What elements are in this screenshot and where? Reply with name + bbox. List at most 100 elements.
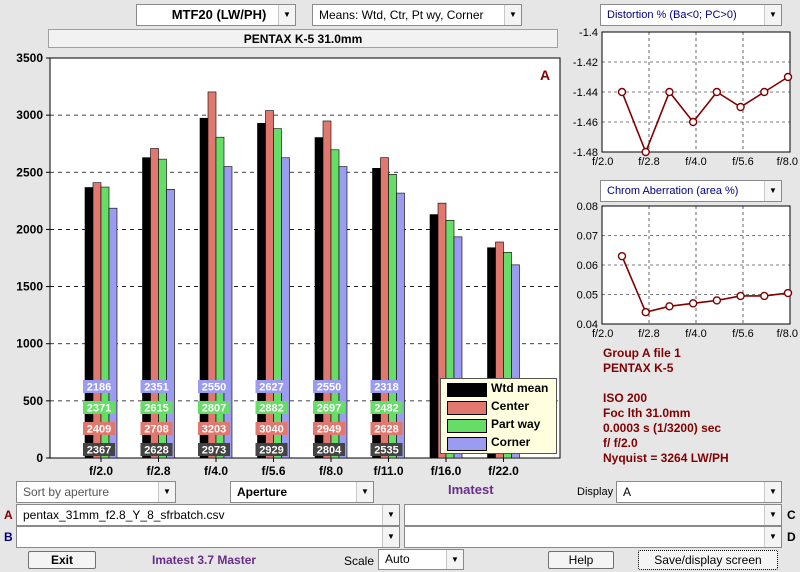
chevron-down-icon: ▼ (764, 181, 781, 201)
distortion-select[interactable]: Distortion % (Ba<0; PC>0) ▼ (600, 4, 782, 26)
help-button[interactable]: Help (548, 551, 614, 569)
data-label: 2482 (374, 403, 398, 415)
data-label: 2807 (202, 403, 226, 415)
data-label: 2627 (259, 382, 283, 394)
y-tick-label: 0.04 (577, 319, 598, 331)
y-tick-label: 500 (23, 394, 43, 408)
legend-label-wtd-mean: Wtd mean (491, 381, 549, 395)
chart-title-text: PENTAX K-5 31.0mm (243, 32, 363, 46)
data-point (688, 299, 698, 308)
info-line-exposure: 0.0003 s (1/3200) sec (603, 421, 722, 435)
y-tick-label: 0.06 (577, 260, 598, 272)
display-select[interactable]: A ▼ (616, 481, 782, 503)
bar (166, 189, 175, 459)
data-point (712, 296, 722, 305)
y-tick-label: -1.48 (573, 147, 598, 159)
series-line (621, 76, 789, 155)
y-tick-label: -1.4 (579, 28, 598, 39)
x-tick-label: f/5.6 (732, 156, 753, 168)
data-label-box (255, 422, 288, 435)
data-label-box (83, 401, 115, 414)
x-tick-label: f/4.0 (685, 156, 706, 168)
data-point (783, 72, 793, 82)
data-label: 2351 (144, 382, 168, 394)
x-tick-label: f/8.0 (777, 328, 798, 340)
chevron-down-icon: ▼ (764, 527, 781, 547)
data-label-box (83, 422, 115, 435)
y-tick-label: 0.08 (577, 201, 598, 213)
bar (388, 174, 397, 459)
chevron-down-icon: ▼ (764, 5, 781, 25)
data-label: 2409 (87, 424, 111, 436)
legend: Wtd mean Center Part way Corner (440, 378, 557, 454)
means-select[interactable]: Means: Wtd, Ctr, Pt wy, Corner ▼ (312, 4, 522, 26)
bar (84, 187, 94, 459)
bar (100, 186, 110, 459)
file-d-select[interactable]: ▼ (404, 526, 782, 548)
measure-select[interactable]: MTF20 (LW/PH) ▼ (136, 4, 296, 26)
save-display-button[interactable]: Save/display screen (638, 550, 778, 570)
file-b-select[interactable]: ▼ (16, 526, 400, 548)
x-tick-label: f/2.0 (592, 156, 613, 168)
data-label: 2949 (317, 424, 341, 436)
legend-swatch-part-way (447, 419, 487, 433)
sort-select[interactable]: Sort by aperture ▼ (16, 481, 176, 503)
chart-title: PENTAX K-5 31.0mm (48, 29, 558, 48)
x-tick-label: f/2.8 (146, 464, 170, 475)
aperture-select[interactable]: Aperture ▼ (230, 481, 374, 503)
data-label-box (255, 443, 288, 456)
data-label: 2535 (374, 445, 398, 457)
data-label-box (313, 401, 345, 414)
file-c-select[interactable]: ▼ (404, 504, 782, 526)
display-select-value: A (623, 485, 632, 499)
info-line-group: Group A file 1 (603, 346, 681, 360)
legend-swatch-wtd-mean (447, 383, 487, 397)
y-tick-label: 3000 (16, 108, 43, 122)
chrom-select[interactable]: Chrom Aberration (area %) ▼ (600, 180, 782, 202)
bar (108, 207, 118, 459)
y-tick-label: 1000 (16, 337, 43, 351)
data-label: 2550 (317, 382, 341, 394)
data-label: 2973 (202, 445, 226, 457)
data-label: 2186 (87, 382, 111, 394)
scale-select[interactable]: Auto ▼ (378, 549, 464, 570)
data-label: 2708 (144, 424, 168, 436)
y-tick-label: 0.05 (577, 290, 598, 302)
legend-label-center: Center (491, 399, 530, 413)
file-a-select[interactable]: pentax_31mm_f2.8_Y_8_sfrbatch.csv ▼ (16, 504, 400, 526)
row-b-label: B (4, 530, 13, 544)
bar (223, 166, 233, 459)
legend-swatch-corner (447, 437, 487, 451)
data-point (760, 291, 769, 301)
exit-button[interactable]: Exit (28, 551, 96, 569)
display-label: Display (577, 486, 614, 498)
data-point (617, 251, 627, 261)
data-label-box (370, 443, 403, 456)
y-tick-label: 3500 (16, 51, 43, 65)
data-point (688, 117, 698, 127)
data-point (641, 147, 650, 157)
data-label: 2550 (202, 382, 226, 394)
chart-annotation: A (540, 67, 550, 83)
chevron-down-icon: ▼ (356, 482, 373, 502)
version-label: Imatest 3.7 Master (152, 553, 257, 567)
bar (92, 182, 102, 459)
data-label-box (198, 401, 230, 414)
data-label-box (255, 380, 288, 393)
x-tick-label: f/2.0 (592, 328, 613, 340)
x-tick-label: f/2.8 (638, 328, 659, 340)
chevron-down-icon: ▼ (382, 527, 399, 547)
distortion-select-value: Distortion % (Ba<0; PC>0) (607, 9, 737, 21)
bar (511, 264, 520, 459)
data-label-box (198, 380, 230, 393)
x-tick-label: f/5.6 (732, 328, 753, 340)
data-point (760, 87, 769, 97)
data-label-box (83, 443, 115, 456)
data-label-box (140, 443, 173, 456)
distortion-chart: -1.4 -1.42 -1.44 -1.46 -1.48f/2.0 f/2.8 f/4.0 f… (573, 28, 798, 168)
data-label: 2371 (87, 403, 111, 415)
bar (453, 236, 463, 459)
x-tick-label: f/16.0 (431, 464, 462, 475)
data-label-box (370, 380, 403, 393)
legend-label-corner: Corner (491, 435, 531, 449)
